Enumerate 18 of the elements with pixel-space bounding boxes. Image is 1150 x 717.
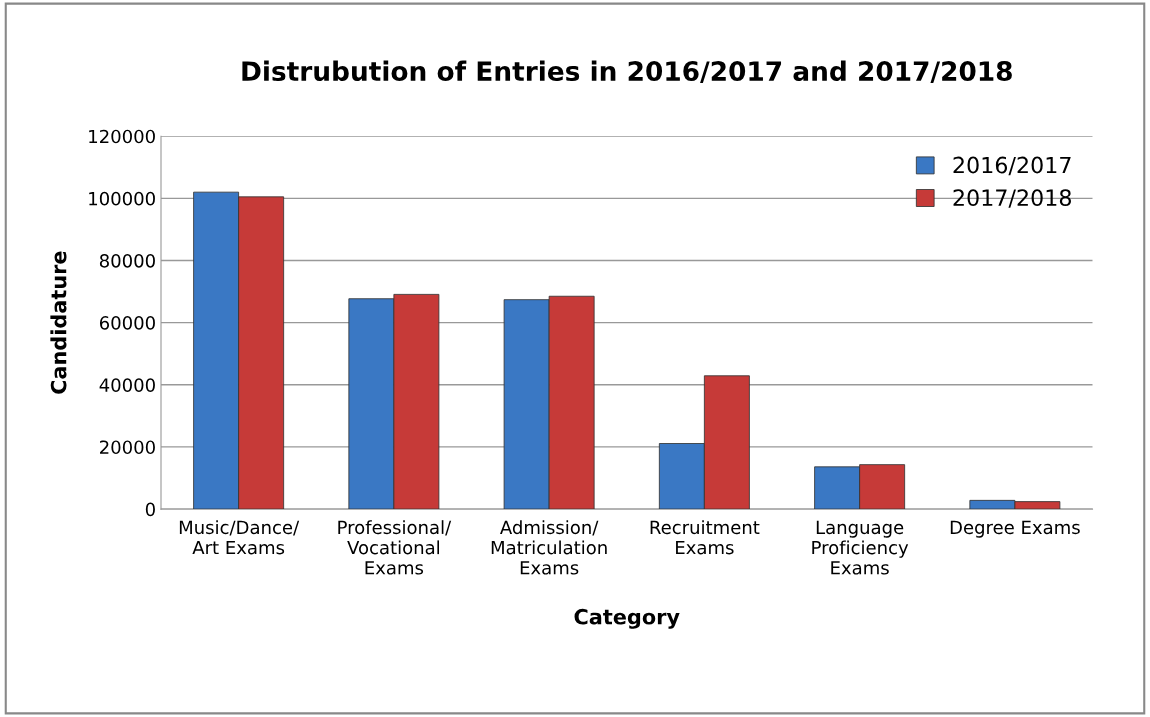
y-tick-label: 80000 bbox=[99, 253, 155, 268]
x-tick-label: Degree Exams bbox=[950, 520, 1080, 538]
legend-label: 2016/2017 bbox=[953, 156, 1071, 176]
y-axis-title: Candidature bbox=[50, 251, 67, 394]
y-tick-label: 40000 bbox=[99, 378, 155, 392]
x-tick-label: Language Proficiency Exams bbox=[812, 520, 909, 575]
y-tick-label: 120000 bbox=[89, 129, 155, 144]
y-tick-label: 0 bbox=[145, 502, 155, 517]
x-tick-label: Recruitment Exams bbox=[650, 520, 760, 555]
y-tick-label: 20000 bbox=[100, 440, 155, 455]
x-tick-label: Admission/ Matriculation Exams bbox=[491, 520, 607, 575]
x-axis-title: Category bbox=[574, 608, 680, 629]
y-tick-label: 100000 bbox=[89, 191, 155, 206]
x-tick-label: Music/Dance/ Art Exams bbox=[179, 520, 300, 555]
chart-title: Distrubution of Entries in 2016/2017 and 2017/2018 bbox=[242, 60, 1012, 84]
y-tick-label: 60000 bbox=[99, 316, 155, 330]
legend-label: 2017/2018 bbox=[953, 189, 1071, 208]
x-tick-label: Professional/ Vocational Exams bbox=[338, 520, 452, 575]
